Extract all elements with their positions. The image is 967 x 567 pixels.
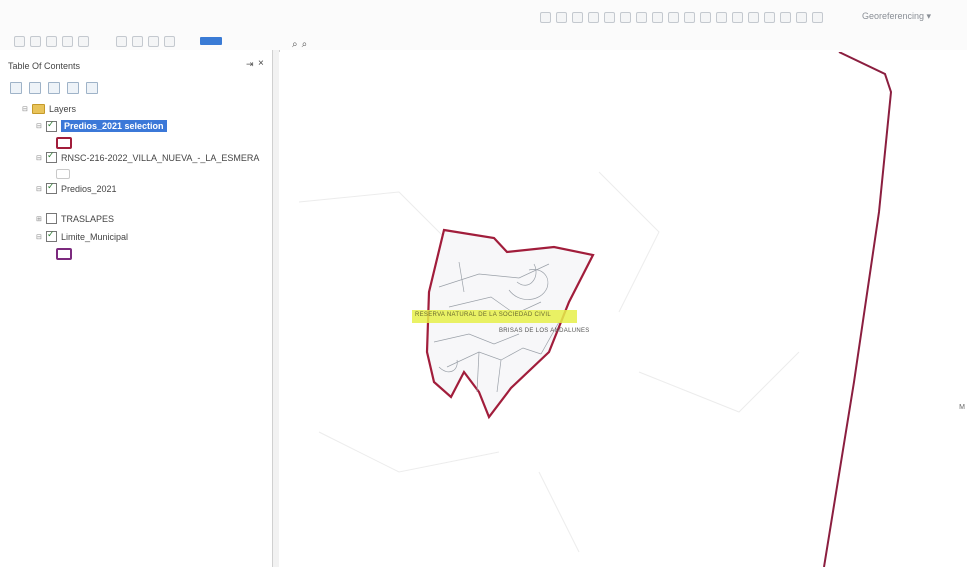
rnsc-symbol-swatch[interactable] bbox=[56, 169, 70, 179]
layer-row-predios[interactable]: ⊟ Predios_2021 bbox=[36, 181, 117, 194]
tool-6-icon[interactable] bbox=[620, 12, 631, 23]
layer-row-predios-selection[interactable]: ⊟ Predios_2021 selection bbox=[36, 119, 167, 132]
measure-icon[interactable] bbox=[148, 36, 159, 47]
internal-parcel-lines bbox=[433, 261, 560, 393]
list-by-drawing-order-icon[interactable] bbox=[10, 82, 22, 94]
collapse-icon[interactable]: ⊟ bbox=[22, 106, 28, 113]
toc-toolbar bbox=[10, 82, 98, 94]
background-parcels bbox=[298, 171, 800, 553]
editor-tools-group bbox=[540, 12, 823, 23]
layers-folder-icon bbox=[32, 104, 45, 114]
selected-parcel-polygon bbox=[425, 228, 595, 420]
standard-tools-group bbox=[14, 36, 89, 47]
list-by-selection-icon[interactable] bbox=[67, 82, 79, 94]
tool-15-icon[interactable] bbox=[764, 12, 775, 23]
layer-label[interactable]: TRASLAPES bbox=[61, 213, 115, 224]
tool-13-icon[interactable] bbox=[732, 12, 743, 23]
search-icon[interactable]: ⌕ bbox=[301, 39, 308, 50]
map-canvas[interactable]: RESERVA NATURAL DE LA SOCIEDAD CIVIL BRI… bbox=[279, 52, 967, 567]
layer-label[interactable]: Predios_2021 bbox=[61, 183, 117, 194]
collapse-icon[interactable]: ⊟ bbox=[36, 233, 42, 241]
full-extent-icon[interactable] bbox=[62, 36, 73, 47]
tool-8-icon[interactable] bbox=[652, 12, 663, 23]
label-highlight bbox=[412, 310, 577, 323]
auto-hide-pin-icon[interactable]: ⇥ bbox=[246, 59, 254, 69]
tool-5-icon[interactable] bbox=[604, 12, 615, 23]
layer-label[interactable]: Predios_2021 selection bbox=[61, 120, 167, 132]
layer-label[interactable]: Limite_Municipal bbox=[61, 231, 129, 242]
tool-14-icon[interactable] bbox=[748, 12, 759, 23]
toc-title: Table Of Contents bbox=[8, 61, 81, 71]
map-drawing bbox=[298, 52, 893, 567]
tool-2-icon[interactable] bbox=[556, 12, 567, 23]
tool-10-icon[interactable] bbox=[684, 12, 695, 23]
map-tools: ⌕ ⌕ bbox=[292, 39, 307, 50]
layer-visibility-checkbox[interactable] bbox=[46, 213, 57, 224]
map-label-secondary: BRISAS DE LOS ANDALUNES bbox=[499, 328, 590, 334]
georeferencing-dropdown[interactable]: Georeferencing ▾ bbox=[861, 11, 931, 21]
tool-1-icon[interactable] bbox=[540, 12, 551, 23]
select-features-icon[interactable] bbox=[116, 36, 127, 47]
layer-dropdown-icon[interactable] bbox=[200, 37, 222, 45]
tool-11-icon[interactable] bbox=[700, 12, 711, 23]
options-icon[interactable] bbox=[86, 82, 98, 94]
close-icon[interactable]: × bbox=[258, 58, 264, 69]
zoom-out-tool-icon[interactable] bbox=[46, 36, 57, 47]
tool-12-icon[interactable] bbox=[716, 12, 727, 23]
back-extent-icon[interactable] bbox=[78, 36, 89, 47]
layer-row-traslapes[interactable]: ⊞ TRASLAPES bbox=[36, 213, 114, 224]
layer-visibility-checkbox[interactable] bbox=[46, 181, 57, 194]
list-by-source-icon[interactable] bbox=[29, 82, 41, 94]
layer-row-rnsc[interactable]: ⊟ RNSC-216-2022_VILLA_NUEVA_-_LA_ESMERA bbox=[36, 150, 260, 163]
tool-18-icon[interactable] bbox=[812, 12, 823, 23]
magnify-icon[interactable]: ⌕ bbox=[292, 39, 298, 50]
layer-label[interactable]: RNSC-216-2022_VILLA_NUEVA_-_LA_ESMERA bbox=[61, 152, 260, 163]
nav-tools-group bbox=[116, 36, 175, 47]
collapse-icon[interactable]: ⊟ bbox=[36, 154, 42, 162]
collapse-icon[interactable]: ⊟ bbox=[36, 185, 42, 193]
table-of-contents-panel: Table Of Contents ⇥ × ⊟ Layers ⊟ Predios… bbox=[0, 55, 272, 567]
layer-visibility-checkbox[interactable] bbox=[46, 150, 57, 163]
map-edge-label: M bbox=[959, 404, 965, 411]
layers-root[interactable]: ⊟ Layers bbox=[22, 104, 76, 114]
layer-visibility-checkbox[interactable] bbox=[46, 119, 57, 132]
list-by-visibility-icon[interactable] bbox=[48, 82, 60, 94]
pan-tool-icon[interactable] bbox=[14, 36, 25, 47]
expand-icon[interactable]: ⊞ bbox=[36, 215, 42, 223]
layer-row-limite-municipal[interactable]: ⊟ Limite_Municipal bbox=[36, 229, 129, 242]
collapse-icon[interactable]: ⊟ bbox=[36, 123, 42, 130]
layers-root-label: Layers bbox=[49, 104, 77, 114]
tool-4-icon[interactable] bbox=[588, 12, 599, 23]
zoom-in-tool-icon[interactable] bbox=[30, 36, 41, 47]
identify-icon[interactable] bbox=[132, 36, 143, 47]
tool-9-icon[interactable] bbox=[668, 12, 679, 23]
main-toolbar: Georeferencing ▾ ⌕ ⌕ bbox=[0, 0, 967, 50]
tool-7-icon[interactable] bbox=[636, 12, 647, 23]
tool-16-icon[interactable] bbox=[780, 12, 791, 23]
municipal-boundary-line bbox=[823, 52, 893, 567]
tool-3-icon[interactable] bbox=[572, 12, 583, 23]
tool-17-icon[interactable] bbox=[796, 12, 807, 23]
selection-symbol-swatch[interactable] bbox=[56, 137, 72, 149]
layer-visibility-checkbox[interactable] bbox=[46, 229, 57, 242]
find-icon[interactable] bbox=[164, 36, 175, 47]
map-label-highlight: RESERVA NATURAL DE LA SOCIEDAD CIVIL bbox=[415, 312, 551, 318]
limite-symbol-swatch[interactable] bbox=[56, 248, 72, 260]
